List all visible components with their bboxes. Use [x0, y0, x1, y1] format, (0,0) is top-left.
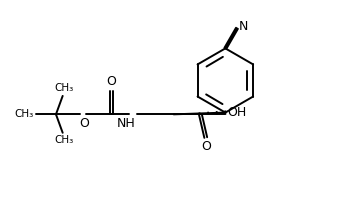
Text: N: N	[239, 20, 248, 33]
Text: O: O	[79, 117, 90, 130]
Text: OH: OH	[227, 106, 246, 119]
Text: CH₃: CH₃	[54, 135, 73, 145]
Text: CH₃: CH₃	[14, 109, 34, 119]
Text: O: O	[201, 140, 211, 153]
Text: CH₃: CH₃	[54, 83, 73, 93]
Text: NH: NH	[117, 117, 135, 130]
Text: O: O	[106, 75, 116, 88]
